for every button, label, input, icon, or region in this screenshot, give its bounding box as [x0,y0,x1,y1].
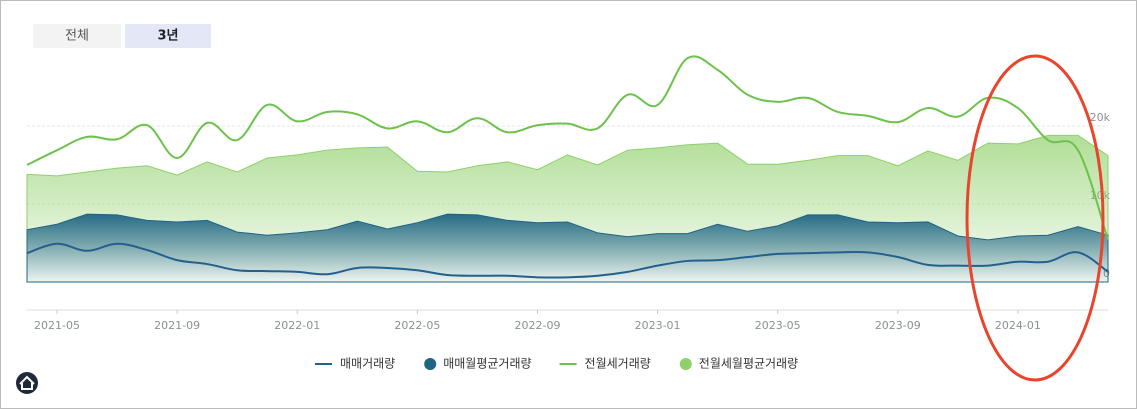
line [26,242,1109,279]
tab-label[interactable]: 전체 [65,29,89,44]
home-glyph [19,375,35,390]
line [26,55,1109,241]
area [26,213,1109,283]
legend-dot [679,358,692,370]
x-tick-label: 2022-05 [394,319,440,332]
tab[interactable] [33,24,121,48]
legend-dot [424,358,437,370]
home-icon[interactable] [16,372,38,394]
tab-selected[interactable] [125,24,211,48]
x-tick-label: 2021-05 [34,319,80,332]
y-tick-label: 20k [1090,111,1111,124]
x-tick-label: 2022-09 [514,319,560,332]
x-tick-label: 2022-01 [274,319,320,332]
plot: 010k20k2021-052021-092022-012022-052022-… [26,55,1111,332]
x-tick-label: 2024-01 [995,319,1041,332]
legend-label: 전월세월평균거래량 [699,357,798,371]
legend-label: 매매월평균거래량 [443,357,531,371]
x-tick-label: 2023-05 [755,319,801,332]
x-tick-label: 2023-09 [875,319,921,332]
legend-label: 매매거래량 [340,357,395,371]
legend-label: 전월세거래량 [585,357,651,371]
highlight-ellipse [965,54,1105,382]
x-tick-label: 2023-01 [635,319,681,332]
tab-label[interactable]: 3년 [157,29,178,44]
x-tick-label: 2021-09 [154,319,200,332]
